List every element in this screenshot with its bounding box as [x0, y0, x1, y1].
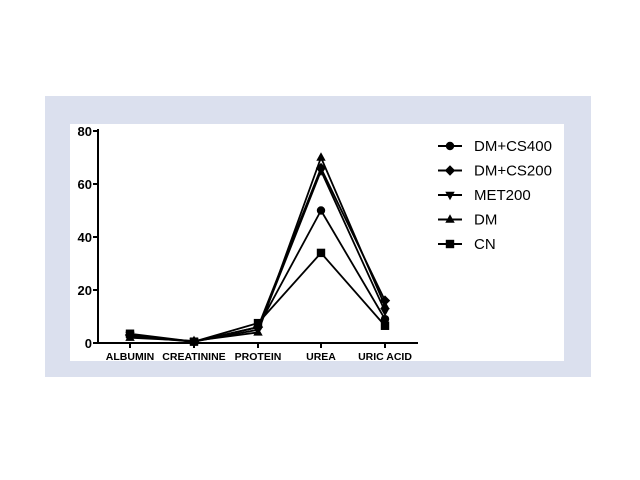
y-tick-label: 40 — [78, 230, 92, 245]
series-markers — [124, 152, 391, 347]
legend-marker-icon — [444, 165, 456, 176]
x-tick-label: ALBUMIN — [106, 351, 154, 363]
data-point — [253, 318, 263, 328]
legend: DM+CS400 DM+CS200 MET200 DM CN — [438, 138, 552, 253]
legend-item: DM+CS200 — [438, 163, 552, 180]
data-point — [189, 337, 199, 346]
x-tick-label: PROTEIN — [235, 351, 282, 363]
data-point — [379, 295, 391, 306]
plot-panel — [70, 124, 564, 361]
legend-label: DM — [474, 212, 497, 229]
legend-item: MET200 — [438, 187, 531, 204]
legend-label: MET200 — [474, 187, 531, 204]
y-tick-label: 20 — [78, 283, 92, 298]
legend-marker-icon — [445, 214, 455, 223]
x-tick-label: UREA — [306, 351, 336, 363]
data-point — [380, 321, 390, 330]
data-point — [380, 300, 390, 310]
legend-marker-icon — [445, 239, 455, 249]
legend-label: DM+CS200 — [474, 163, 552, 180]
legend-item: DM+CS400 — [438, 138, 552, 155]
legend-item: CN — [438, 236, 496, 253]
axes: 0 20 40 60 80 ALBUMIN CREATININE PROTEIN UREA URI… — [78, 124, 418, 363]
series-line-dm — [129, 156, 386, 342]
data-point — [253, 327, 263, 336]
data-point — [125, 329, 135, 338]
legend-marker-icon — [445, 191, 455, 201]
data-point — [316, 167, 326, 176]
data-point — [380, 314, 390, 324]
series-lines — [129, 156, 386, 343]
series-line-met200 — [129, 169, 386, 343]
data-point — [316, 206, 326, 215]
data-point — [316, 248, 326, 258]
legend-label: DM+CS400 — [474, 138, 552, 155]
x-tick-label: URIC ACID — [358, 351, 412, 363]
legend-label: CN — [474, 236, 496, 253]
legend-item: DM — [438, 212, 497, 229]
x-tick-label: CREATININE — [162, 351, 225, 363]
y-tick-label: 80 — [78, 124, 92, 139]
y-tick-label: 60 — [78, 177, 92, 192]
legend-marker-icon — [445, 141, 455, 151]
data-point — [380, 308, 390, 317]
data-point — [316, 152, 326, 161]
y-tick-label: 0 — [85, 336, 92, 351]
